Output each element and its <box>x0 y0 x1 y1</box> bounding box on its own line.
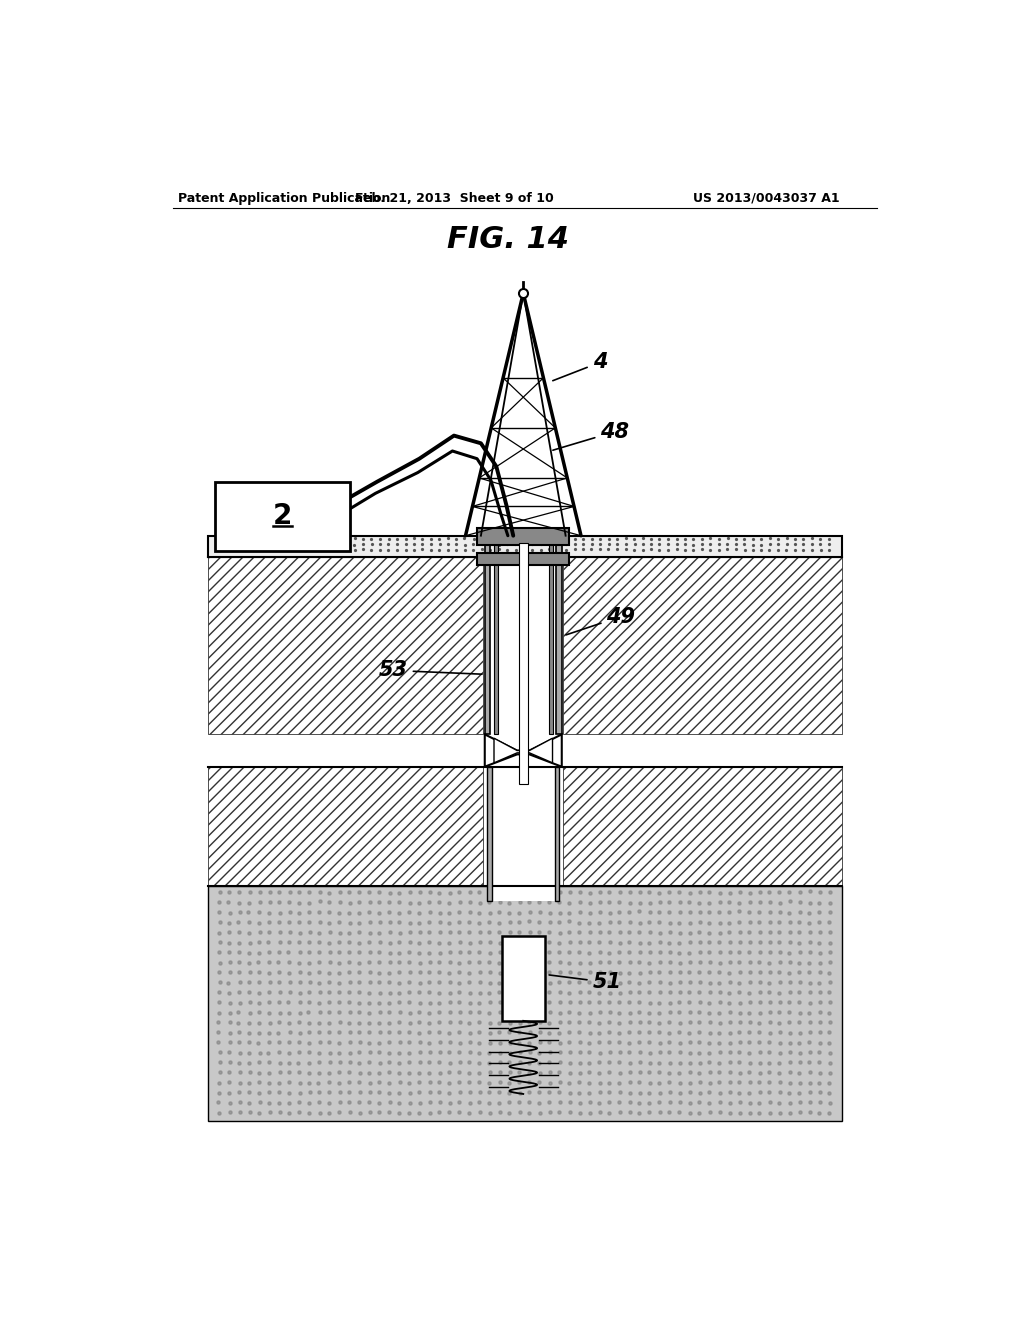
Polygon shape <box>484 734 562 767</box>
Bar <box>518 544 528 784</box>
Bar <box>549 544 553 734</box>
Text: 53: 53 <box>379 660 482 680</box>
Bar <box>502 936 545 1020</box>
Bar <box>215 482 350 552</box>
Bar <box>477 528 569 545</box>
Bar <box>208 767 483 886</box>
Text: 48: 48 <box>553 422 630 450</box>
Bar <box>208 886 842 1121</box>
Bar <box>563 557 842 734</box>
Text: 51: 51 <box>549 973 622 993</box>
Bar <box>208 557 483 734</box>
Bar <box>208 536 842 557</box>
Bar <box>555 767 559 902</box>
Bar <box>556 540 562 734</box>
Text: Feb. 21, 2013  Sheet 9 of 10: Feb. 21, 2013 Sheet 9 of 10 <box>354 191 553 205</box>
Text: FIG. 14: FIG. 14 <box>446 224 569 253</box>
Bar <box>494 544 498 734</box>
Bar <box>484 540 490 734</box>
Text: Patent Application Publication: Patent Application Publication <box>178 191 391 205</box>
Bar <box>477 553 569 565</box>
Polygon shape <box>494 738 553 763</box>
Bar <box>484 540 562 734</box>
Text: US 2013/0043037 A1: US 2013/0043037 A1 <box>692 191 840 205</box>
Text: 4: 4 <box>553 352 607 380</box>
Text: 49: 49 <box>566 607 636 635</box>
Bar <box>487 767 559 902</box>
Text: 2: 2 <box>273 503 292 531</box>
Bar <box>563 767 842 886</box>
Bar <box>487 767 492 902</box>
